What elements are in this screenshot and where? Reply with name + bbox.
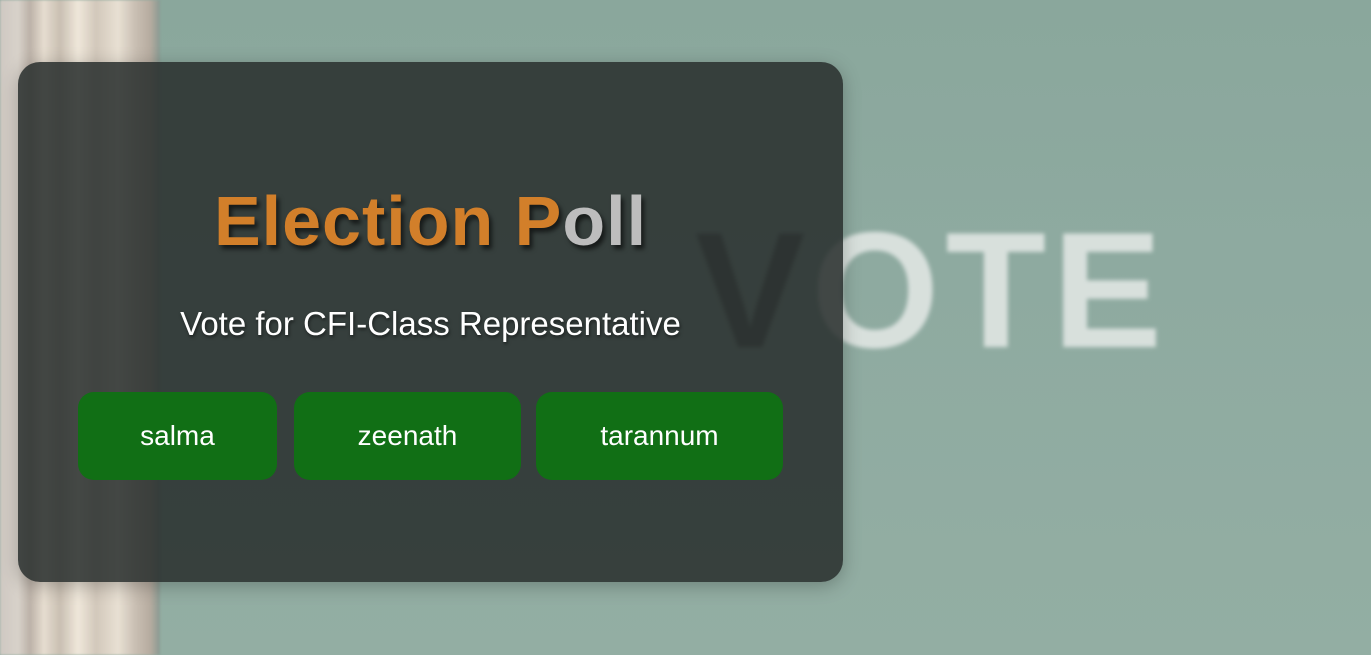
vote-button-salma[interactable]: salma	[78, 392, 277, 480]
title-silver-part: oll	[562, 182, 648, 260]
vote-button-tarannum[interactable]: tarannum	[536, 392, 783, 480]
vote-watermark-rest: OTE	[811, 198, 1169, 382]
vote-button-zeenath[interactable]: zeenath	[294, 392, 521, 480]
page-title: Election Poll	[18, 186, 843, 256]
title-orange-part: Election P	[213, 182, 563, 260]
poll-card: Election Poll Vote for CFI-Class Represe…	[18, 62, 843, 582]
poll-subtitle: Vote for CFI-Class Representative	[180, 305, 681, 342]
